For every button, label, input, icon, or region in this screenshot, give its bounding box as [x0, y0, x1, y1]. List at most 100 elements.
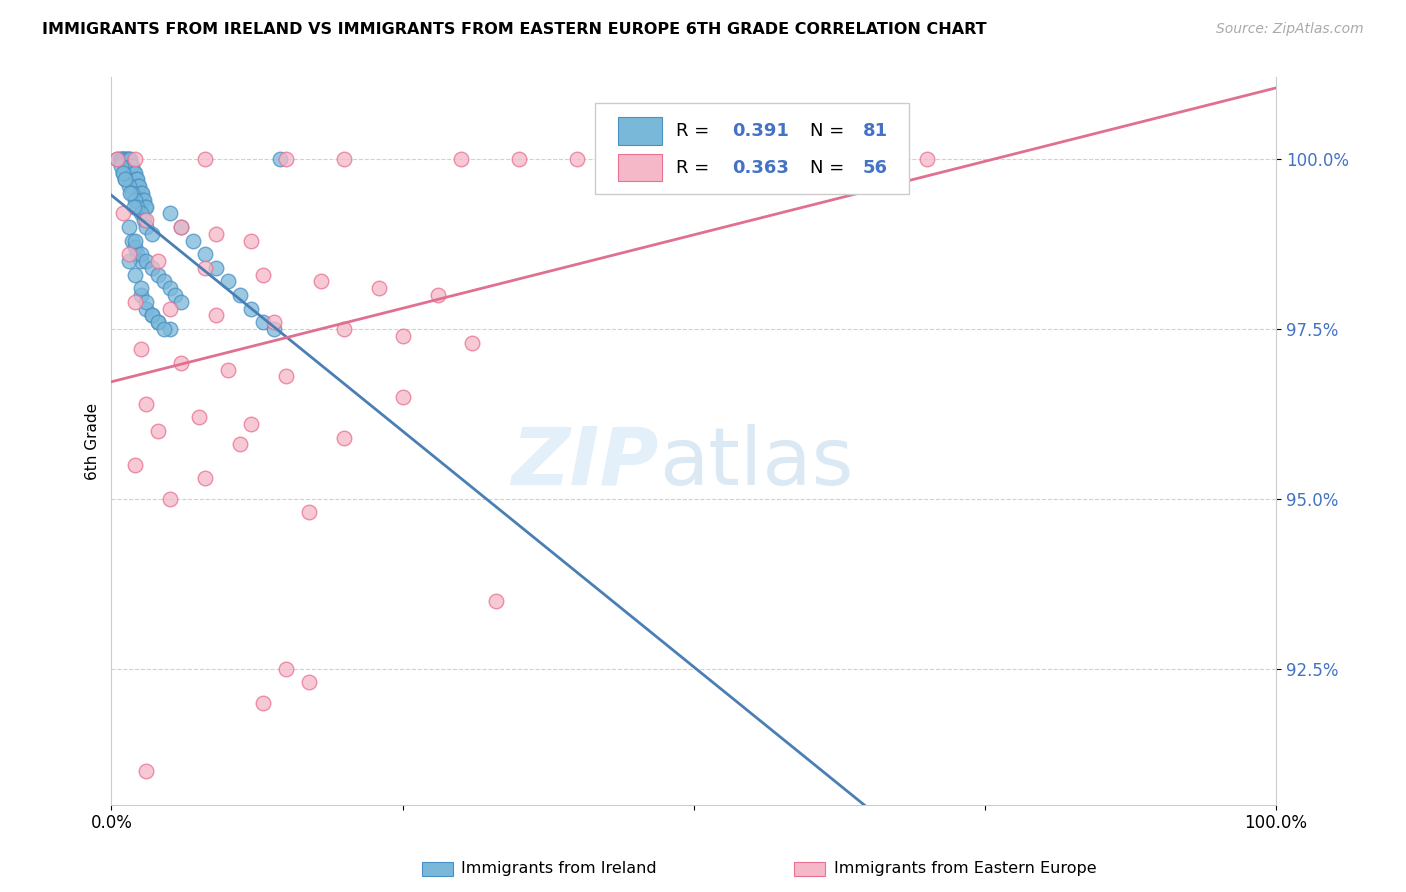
Point — [127, 179, 149, 194]
Point — [426, 288, 449, 302]
Point — [368, 281, 391, 295]
Point — [118, 152, 141, 166]
Point — [240, 301, 263, 316]
Text: ZIP: ZIP — [512, 424, 659, 502]
Point — [124, 458, 146, 472]
Point — [263, 315, 285, 329]
Point — [121, 159, 143, 173]
Point — [124, 240, 146, 254]
Point — [112, 206, 135, 220]
Point — [135, 213, 157, 227]
Point — [391, 390, 413, 404]
FancyBboxPatch shape — [595, 103, 910, 194]
Point — [181, 234, 204, 248]
Point — [567, 152, 589, 166]
Text: Immigrants from Ireland: Immigrants from Ireland — [461, 862, 657, 876]
Point — [135, 200, 157, 214]
Point — [114, 152, 136, 166]
Point — [135, 764, 157, 778]
Point — [165, 288, 187, 302]
Point — [194, 260, 217, 275]
Point — [125, 247, 148, 261]
Point — [205, 260, 228, 275]
Point — [170, 219, 193, 234]
Point — [252, 696, 274, 710]
Text: 0.363: 0.363 — [733, 159, 789, 177]
FancyBboxPatch shape — [619, 153, 662, 181]
Text: R =: R = — [676, 122, 710, 140]
FancyBboxPatch shape — [619, 118, 662, 145]
Point — [135, 397, 157, 411]
Text: IMMIGRANTS FROM IRELAND VS IMMIGRANTS FROM EASTERN EUROPE 6TH GRADE CORRELATION : IMMIGRANTS FROM IRELAND VS IMMIGRANTS FR… — [42, 22, 987, 37]
Point — [263, 322, 285, 336]
Point — [274, 152, 297, 166]
Point — [205, 308, 228, 322]
Point — [159, 206, 181, 220]
Text: atlas: atlas — [659, 424, 853, 502]
Point — [115, 152, 138, 166]
Point — [153, 274, 176, 288]
Point — [110, 159, 132, 173]
Text: Immigrants from Eastern Europe: Immigrants from Eastern Europe — [834, 862, 1097, 876]
Point — [298, 505, 321, 519]
Point — [269, 152, 291, 166]
Point — [132, 193, 155, 207]
Point — [124, 268, 146, 282]
Point — [153, 322, 176, 336]
Text: 0.391: 0.391 — [733, 122, 789, 140]
Point — [121, 234, 143, 248]
Point — [141, 308, 163, 322]
Point — [450, 152, 472, 166]
Point — [114, 172, 136, 186]
Point — [146, 424, 169, 438]
Point — [240, 234, 263, 248]
Point — [132, 213, 155, 227]
Point — [146, 254, 169, 268]
Point — [159, 491, 181, 506]
Point — [141, 260, 163, 275]
Point — [187, 410, 209, 425]
Point — [170, 294, 193, 309]
Point — [125, 172, 148, 186]
Point — [131, 186, 153, 200]
Point — [146, 315, 169, 329]
Point — [124, 294, 146, 309]
Point — [121, 186, 143, 200]
Text: N =: N = — [810, 122, 845, 140]
Point — [135, 294, 157, 309]
Text: Source: ZipAtlas.com: Source: ZipAtlas.com — [1216, 22, 1364, 37]
Point — [682, 152, 704, 166]
Point — [146, 315, 169, 329]
Point — [228, 288, 250, 302]
Point — [274, 662, 297, 676]
Point — [217, 274, 239, 288]
Point — [129, 247, 152, 261]
Text: N =: N = — [810, 159, 845, 177]
Point — [122, 200, 145, 214]
Point — [194, 471, 217, 485]
Point — [129, 288, 152, 302]
Point — [118, 254, 141, 268]
Point — [146, 268, 169, 282]
Point — [135, 219, 157, 234]
Point — [118, 219, 141, 234]
Point — [118, 186, 141, 200]
Point — [858, 152, 880, 166]
Point — [915, 152, 938, 166]
Point — [240, 417, 263, 431]
Point — [799, 152, 821, 166]
Point — [485, 594, 508, 608]
Point — [112, 165, 135, 179]
Point — [112, 165, 135, 179]
Point — [124, 152, 146, 166]
Point — [159, 281, 181, 295]
Point — [274, 369, 297, 384]
Point — [124, 193, 146, 207]
Point — [110, 152, 132, 166]
Point — [114, 172, 136, 186]
Point — [309, 274, 332, 288]
Point — [105, 152, 128, 166]
Point — [217, 362, 239, 376]
Point — [134, 200, 156, 214]
Point — [129, 254, 152, 268]
